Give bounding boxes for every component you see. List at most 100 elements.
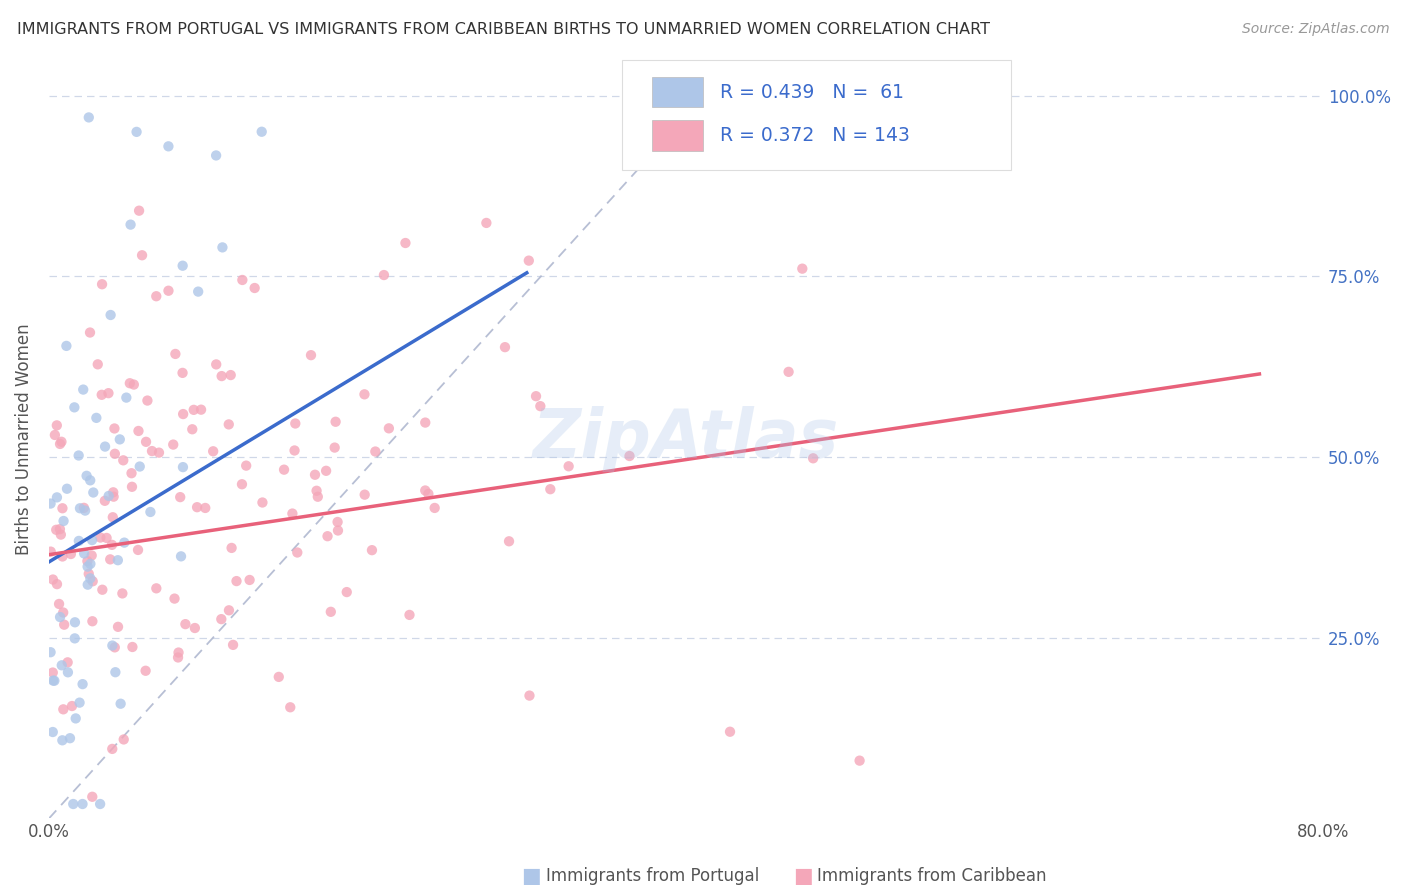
Point <box>718 724 741 739</box>
Point <box>86 410 108 425</box>
Point <box>157 139 180 153</box>
Point <box>39 497 62 511</box>
Point <box>101 538 124 552</box>
Point <box>225 574 247 588</box>
Point <box>42 573 65 587</box>
Point <box>517 253 540 268</box>
Point <box>307 490 329 504</box>
Point <box>231 273 253 287</box>
Point <box>103 421 125 435</box>
Point <box>373 268 395 282</box>
Point <box>778 365 800 379</box>
Point <box>326 515 349 529</box>
Point <box>69 696 91 710</box>
Point <box>59 547 82 561</box>
Text: Source: ZipAtlas.com: Source: ZipAtlas.com <box>1241 22 1389 37</box>
Point <box>353 488 375 502</box>
Point <box>184 621 207 635</box>
Point <box>267 670 290 684</box>
Text: R = 0.372   N = 143: R = 0.372 N = 143 <box>720 126 910 145</box>
Point <box>299 348 322 362</box>
Point <box>72 383 94 397</box>
Point <box>44 428 66 442</box>
Point <box>423 500 446 515</box>
Point <box>135 664 157 678</box>
Point <box>194 500 217 515</box>
Point <box>63 615 86 630</box>
Point <box>55 339 77 353</box>
Point <box>53 617 76 632</box>
Point <box>167 650 190 665</box>
Point <box>100 308 122 322</box>
Y-axis label: Births to Unmarried Women: Births to Unmarried Women <box>15 323 32 555</box>
Point <box>336 585 359 599</box>
Point <box>202 444 225 458</box>
Point <box>136 393 159 408</box>
Point <box>315 464 337 478</box>
Point <box>304 467 326 482</box>
Point <box>82 485 104 500</box>
Point <box>323 441 346 455</box>
Point <box>319 605 342 619</box>
Point <box>157 284 180 298</box>
Point <box>353 387 375 401</box>
Point <box>52 514 75 528</box>
Point <box>218 603 240 617</box>
Point <box>529 399 551 413</box>
Text: ZipAtlas: ZipAtlas <box>533 406 839 472</box>
Point <box>96 531 118 545</box>
Point <box>121 467 143 481</box>
Point <box>62 797 84 811</box>
Point <box>394 235 416 250</box>
Point <box>183 402 205 417</box>
Point <box>122 377 145 392</box>
Point <box>135 434 157 449</box>
Point <box>378 421 401 435</box>
Point <box>39 645 62 659</box>
Point <box>127 543 149 558</box>
Point <box>89 797 111 811</box>
Point <box>121 480 143 494</box>
Point <box>619 449 641 463</box>
Point <box>413 483 436 498</box>
Text: ■: ■ <box>522 866 541 886</box>
Point <box>364 444 387 458</box>
Point <box>94 440 117 454</box>
Point <box>82 574 104 589</box>
Point <box>169 490 191 504</box>
Point <box>186 500 208 515</box>
Point <box>42 725 65 739</box>
Point <box>108 433 131 447</box>
Point <box>79 557 101 571</box>
Point <box>104 665 127 680</box>
Bar <box>651 77 703 107</box>
Point <box>42 673 65 688</box>
Point <box>148 445 170 459</box>
Point <box>519 689 541 703</box>
Point <box>475 216 498 230</box>
Point <box>104 447 127 461</box>
Text: Immigrants from Caribbean: Immigrants from Caribbean <box>817 867 1046 885</box>
Point <box>281 507 304 521</box>
Point <box>45 418 67 433</box>
Point <box>163 591 186 606</box>
Point <box>56 665 79 680</box>
Point <box>127 424 149 438</box>
Point <box>45 491 67 505</box>
Point <box>45 523 67 537</box>
Point <box>63 632 86 646</box>
Point <box>79 326 101 340</box>
Point <box>243 281 266 295</box>
Point <box>67 533 90 548</box>
Point <box>235 458 257 473</box>
Point <box>94 493 117 508</box>
Point <box>120 218 142 232</box>
Point <box>112 535 135 549</box>
Point <box>79 571 101 585</box>
Point <box>250 125 273 139</box>
Point <box>107 620 129 634</box>
Point <box>361 543 384 558</box>
Point <box>73 500 96 515</box>
Point <box>128 459 150 474</box>
Point <box>44 673 66 688</box>
